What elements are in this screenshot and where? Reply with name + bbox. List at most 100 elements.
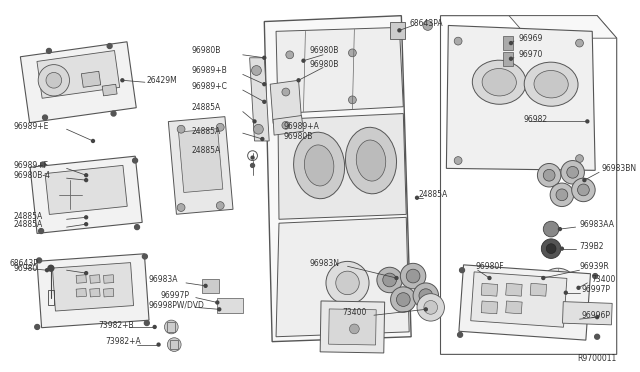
Circle shape [390, 287, 416, 312]
Circle shape [406, 269, 420, 283]
Circle shape [546, 244, 556, 254]
Circle shape [415, 196, 419, 199]
Text: 96980B-4: 96980B-4 [13, 171, 51, 180]
Text: 96989+B: 96989+B [192, 66, 228, 75]
Circle shape [168, 338, 181, 352]
Circle shape [282, 121, 290, 129]
Text: 68643PA: 68643PA [409, 19, 443, 28]
Circle shape [251, 156, 254, 159]
Circle shape [38, 228, 44, 234]
Text: 24885A: 24885A [192, 146, 221, 155]
Circle shape [145, 321, 149, 326]
Circle shape [326, 262, 369, 304]
Text: 24885A: 24885A [13, 212, 43, 221]
Circle shape [561, 161, 584, 184]
Polygon shape [179, 129, 223, 192]
Circle shape [546, 276, 570, 299]
Polygon shape [320, 301, 385, 353]
Text: 73400: 73400 [591, 276, 616, 285]
Circle shape [204, 284, 207, 287]
Text: 73982+A: 73982+A [106, 337, 141, 346]
Text: 24885A: 24885A [419, 190, 448, 199]
Polygon shape [270, 80, 301, 124]
Ellipse shape [305, 145, 334, 186]
Circle shape [423, 20, 433, 31]
Circle shape [263, 83, 266, 86]
Ellipse shape [472, 60, 526, 104]
Circle shape [424, 301, 438, 314]
Polygon shape [471, 272, 567, 327]
Circle shape [84, 223, 88, 226]
Circle shape [398, 29, 401, 32]
Polygon shape [104, 288, 114, 297]
Circle shape [251, 163, 255, 167]
Ellipse shape [346, 127, 397, 194]
Circle shape [84, 272, 88, 275]
Text: 96939R: 96939R [579, 262, 609, 271]
Circle shape [542, 276, 545, 279]
Circle shape [458, 332, 463, 337]
Circle shape [45, 269, 49, 272]
Polygon shape [276, 28, 403, 113]
Ellipse shape [294, 132, 345, 199]
Circle shape [253, 124, 263, 134]
Polygon shape [90, 288, 100, 297]
Circle shape [84, 179, 88, 182]
Polygon shape [506, 283, 522, 296]
Circle shape [575, 39, 584, 47]
Circle shape [596, 316, 598, 319]
Circle shape [216, 301, 219, 304]
Circle shape [111, 111, 116, 116]
Polygon shape [503, 36, 513, 50]
Polygon shape [278, 113, 406, 219]
Polygon shape [104, 275, 114, 283]
Polygon shape [459, 265, 591, 340]
Circle shape [349, 324, 359, 334]
Text: 96980: 96980 [13, 264, 38, 273]
Polygon shape [446, 25, 595, 170]
Polygon shape [90, 275, 100, 283]
Polygon shape [273, 116, 303, 135]
Circle shape [395, 276, 398, 279]
Polygon shape [509, 16, 617, 38]
Polygon shape [81, 71, 100, 87]
Circle shape [48, 265, 54, 271]
Polygon shape [563, 302, 612, 325]
Circle shape [92, 140, 95, 142]
Circle shape [47, 48, 51, 53]
Ellipse shape [356, 140, 386, 181]
Text: 73982+B: 73982+B [98, 321, 134, 330]
Text: 96989+F: 96989+F [13, 161, 49, 170]
Circle shape [538, 163, 561, 187]
Circle shape [35, 324, 40, 330]
Text: 96997P: 96997P [582, 285, 611, 294]
Circle shape [509, 57, 513, 60]
Circle shape [586, 120, 589, 123]
Circle shape [252, 65, 261, 76]
Polygon shape [264, 16, 411, 341]
Text: 24885A: 24885A [192, 103, 221, 112]
Polygon shape [276, 217, 409, 337]
Circle shape [349, 96, 356, 104]
Circle shape [572, 178, 595, 202]
Circle shape [593, 274, 598, 279]
Text: 96983AA: 96983AA [579, 220, 614, 229]
Circle shape [550, 183, 573, 206]
Circle shape [417, 294, 444, 321]
Polygon shape [168, 117, 233, 214]
Circle shape [383, 273, 396, 287]
Circle shape [107, 44, 112, 48]
Circle shape [377, 267, 403, 293]
Polygon shape [45, 166, 127, 214]
Circle shape [460, 268, 465, 273]
Circle shape [396, 293, 410, 307]
Circle shape [263, 56, 266, 59]
Polygon shape [530, 283, 547, 296]
Circle shape [454, 157, 462, 164]
Text: 739B2: 739B2 [579, 242, 604, 251]
Circle shape [543, 221, 559, 237]
Polygon shape [52, 263, 134, 311]
Circle shape [216, 202, 224, 209]
Text: 96980B: 96980B [192, 46, 221, 55]
Circle shape [297, 79, 300, 82]
